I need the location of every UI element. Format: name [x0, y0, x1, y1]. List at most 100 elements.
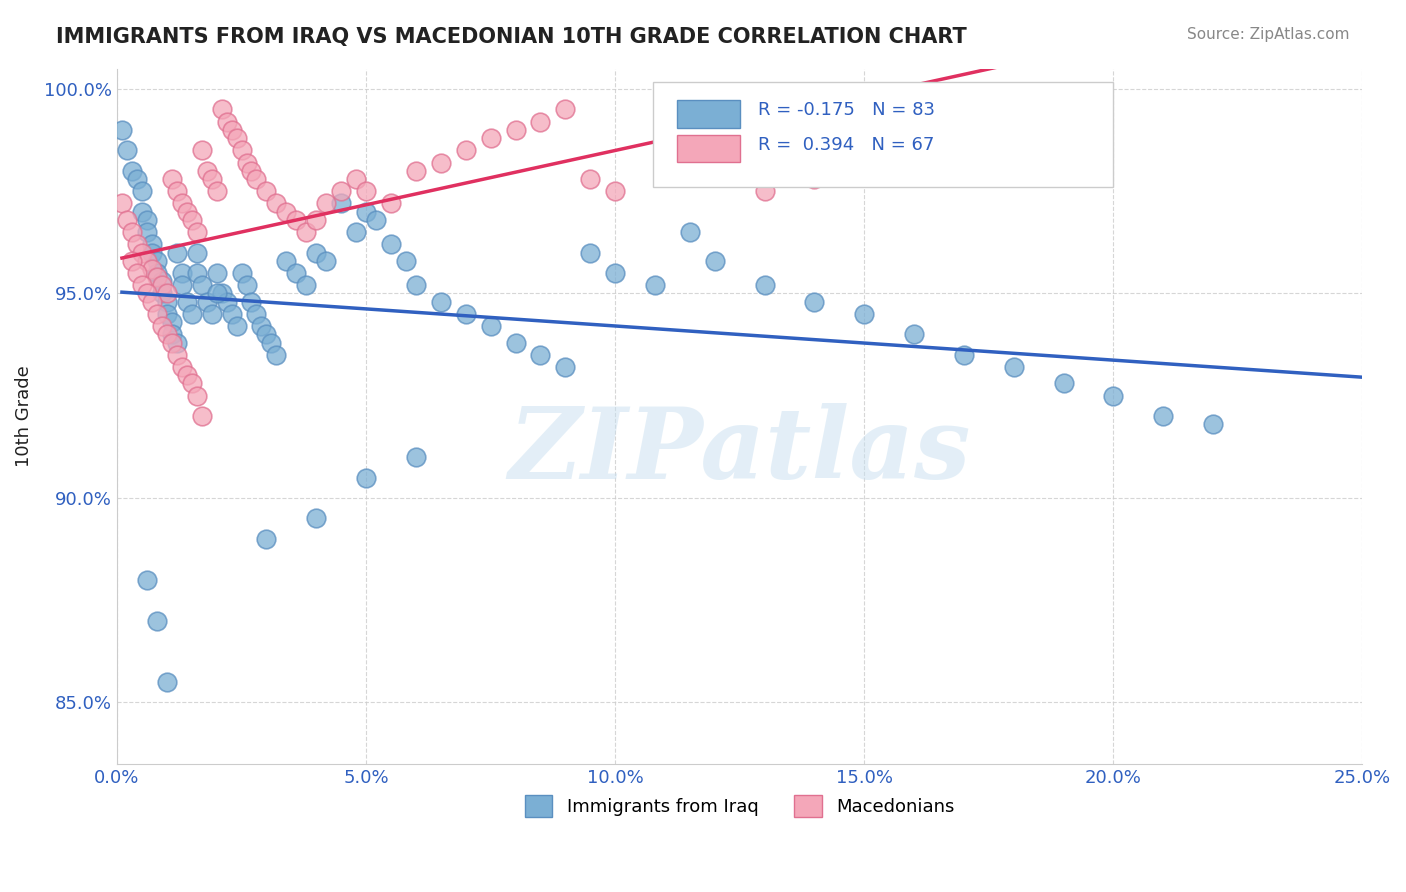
Legend: Immigrants from Iraq, Macedonians: Immigrants from Iraq, Macedonians: [517, 788, 962, 824]
Macedonians: [190, 409, 212, 424]
Macedonians: [150, 278, 173, 293]
Macedonians: [146, 307, 169, 321]
Immigrants from Iraq: [953, 348, 976, 362]
Macedonians: [111, 196, 134, 211]
Macedonians: [529, 114, 551, 128]
Macedonians: [170, 196, 193, 211]
Immigrants from Iraq: [605, 266, 627, 280]
Immigrants from Iraq: [146, 614, 169, 628]
Immigrants from Iraq: [150, 286, 173, 301]
Immigrants from Iraq: [166, 245, 188, 260]
Immigrants from Iraq: [803, 294, 825, 309]
Immigrants from Iraq: [1202, 417, 1225, 432]
Macedonians: [344, 172, 367, 186]
Macedonians: [121, 253, 143, 268]
Macedonians: [225, 131, 247, 145]
Macedonians: [131, 278, 153, 293]
Text: IMMIGRANTS FROM IRAQ VS MACEDONIAN 10TH GRADE CORRELATION CHART: IMMIGRANTS FROM IRAQ VS MACEDONIAN 10TH …: [56, 27, 967, 46]
Immigrants from Iraq: [250, 319, 273, 334]
Immigrants from Iraq: [211, 286, 233, 301]
Immigrants from Iraq: [454, 307, 477, 321]
Macedonians: [186, 225, 208, 239]
Immigrants from Iraq: [405, 450, 427, 464]
Immigrants from Iraq: [395, 253, 418, 268]
Macedonians: [131, 245, 153, 260]
Macedonians: [160, 335, 183, 350]
Macedonians: [180, 212, 202, 227]
Immigrants from Iraq: [115, 144, 138, 158]
Macedonians: [146, 270, 169, 285]
Immigrants from Iraq: [231, 266, 253, 280]
Macedonians: [195, 163, 218, 178]
Immigrants from Iraq: [170, 278, 193, 293]
Immigrants from Iraq: [1052, 376, 1074, 391]
Immigrants from Iraq: [221, 307, 243, 321]
Immigrants from Iraq: [150, 274, 173, 288]
Immigrants from Iraq: [479, 319, 502, 334]
Text: Source: ZipAtlas.com: Source: ZipAtlas.com: [1187, 27, 1350, 42]
Immigrants from Iraq: [180, 307, 202, 321]
Immigrants from Iraq: [170, 266, 193, 280]
Immigrants from Iraq: [156, 675, 179, 690]
Immigrants from Iraq: [205, 286, 228, 301]
Immigrants from Iraq: [125, 172, 148, 186]
Immigrants from Iraq: [215, 294, 238, 309]
Macedonians: [579, 172, 602, 186]
Immigrants from Iraq: [266, 348, 288, 362]
Immigrants from Iraq: [186, 266, 208, 280]
Macedonians: [121, 225, 143, 239]
Macedonians: [135, 253, 157, 268]
Macedonians: [354, 184, 377, 198]
Macedonians: [754, 184, 776, 198]
Immigrants from Iraq: [579, 245, 602, 260]
Macedonians: [235, 155, 257, 169]
Macedonians: [176, 204, 198, 219]
Immigrants from Iraq: [505, 335, 527, 350]
Macedonians: [380, 196, 402, 211]
Macedonians: [605, 184, 627, 198]
Macedonians: [703, 144, 725, 158]
Macedonians: [654, 163, 676, 178]
Macedonians: [170, 360, 193, 375]
Immigrants from Iraq: [1152, 409, 1174, 424]
Macedonians: [190, 144, 212, 158]
Macedonians: [285, 212, 308, 227]
Immigrants from Iraq: [186, 245, 208, 260]
Immigrants from Iraq: [644, 278, 666, 293]
Immigrants from Iraq: [354, 204, 377, 219]
Macedonians: [166, 184, 188, 198]
Immigrants from Iraq: [315, 253, 337, 268]
Y-axis label: 10th Grade: 10th Grade: [15, 366, 32, 467]
Immigrants from Iraq: [295, 278, 318, 293]
Immigrants from Iraq: [529, 348, 551, 362]
Immigrants from Iraq: [254, 532, 277, 546]
Immigrants from Iraq: [131, 184, 153, 198]
Macedonians: [245, 172, 267, 186]
Immigrants from Iraq: [260, 335, 283, 350]
Immigrants from Iraq: [141, 245, 163, 260]
Macedonians: [554, 103, 576, 117]
Macedonians: [186, 389, 208, 403]
Immigrants from Iraq: [364, 212, 387, 227]
Macedonians: [295, 225, 318, 239]
Macedonians: [176, 368, 198, 383]
Immigrants from Iraq: [703, 253, 725, 268]
Immigrants from Iraq: [354, 470, 377, 484]
Macedonians: [141, 261, 163, 276]
Macedonians: [430, 155, 453, 169]
Immigrants from Iraq: [166, 335, 188, 350]
Macedonians: [266, 196, 288, 211]
Macedonians: [211, 103, 233, 117]
Macedonians: [254, 184, 277, 198]
Macedonians: [240, 163, 263, 178]
Immigrants from Iraq: [305, 511, 328, 525]
Text: R = -0.175   N = 83: R = -0.175 N = 83: [758, 101, 935, 120]
Immigrants from Iraq: [111, 123, 134, 137]
Macedonians: [160, 172, 183, 186]
Immigrants from Iraq: [853, 307, 876, 321]
Macedonians: [141, 294, 163, 309]
Immigrants from Iraq: [254, 327, 277, 342]
Macedonians: [405, 163, 427, 178]
Macedonians: [276, 204, 298, 219]
Immigrants from Iraq: [121, 163, 143, 178]
